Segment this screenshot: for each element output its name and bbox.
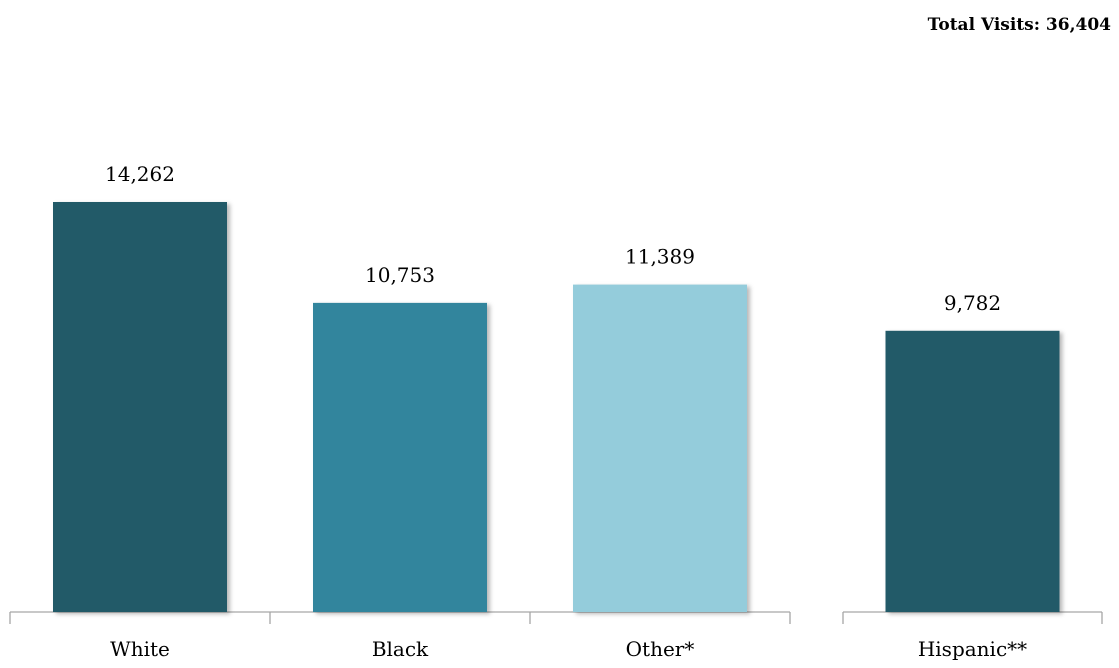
data-label-black: 10,753 xyxy=(365,263,435,287)
data-label-white: 14,262 xyxy=(105,162,175,186)
data-label-hispanic: 9,782 xyxy=(944,291,1001,315)
x-tick-label-white: White xyxy=(110,637,170,661)
x-tick-label-hispanic: Hispanic** xyxy=(918,637,1027,661)
x-tick-label-black: Black xyxy=(372,637,429,661)
race-bar-group: 14,262 White 10,753 Black 11,389 Other* xyxy=(9,162,791,661)
data-label-other: 11,389 xyxy=(625,245,695,269)
bar-black xyxy=(313,302,487,612)
total-visits-label: Total Visits: 36,404 xyxy=(928,15,1112,35)
x-tick-label-other: Other* xyxy=(626,637,695,661)
ethnicity-bar-group: 9,782 Hispanic** xyxy=(842,291,1103,661)
bar-hispanic xyxy=(885,330,1060,612)
bar-white xyxy=(53,202,227,612)
bar-other xyxy=(573,284,747,612)
